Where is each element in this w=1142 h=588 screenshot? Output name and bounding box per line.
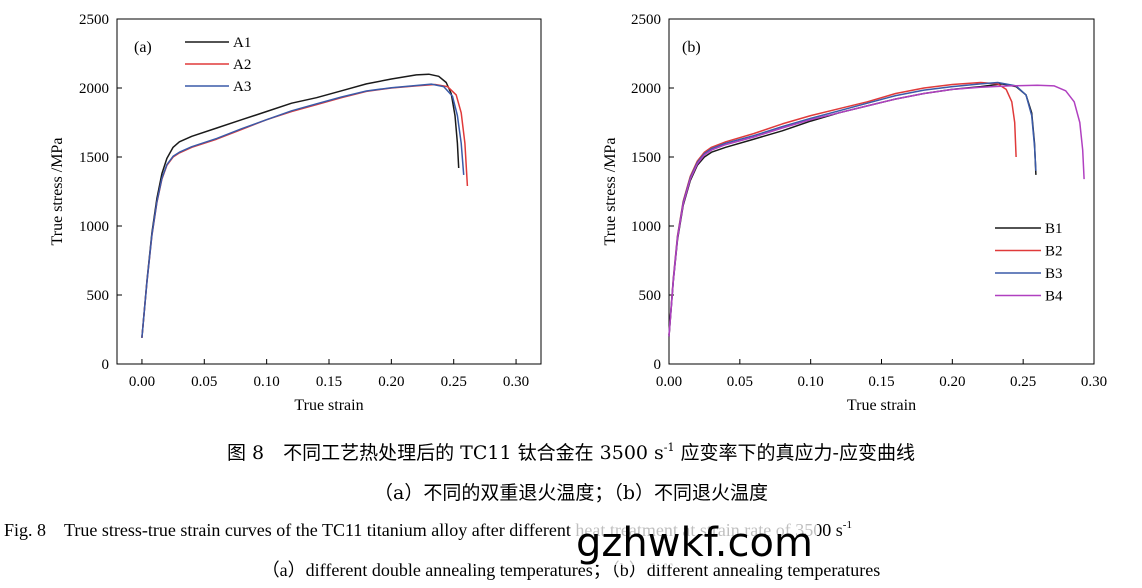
legend-label-b1: B1 [1045,221,1063,237]
caption-en-sup: -1 [842,519,852,531]
x-tick-label: 0.25 [1010,374,1036,390]
y-tick-label: 0 [102,357,110,373]
legend-label-a1: A1 [233,35,251,51]
x-tick-label: 0.30 [503,374,529,390]
y-axis-label: True stress /MPa [602,138,619,246]
watermark: gzhwkf.com [572,521,817,565]
caption-cn-title-end: 应变率下的真应力-应变曲线 [674,442,915,464]
y-tick-label: 2500 [79,12,109,28]
panel-label: (b) [682,39,701,56]
x-tick-label: 0.20 [939,374,965,390]
x-axis-label: True strain [847,397,916,414]
plot-frame-1 [668,18,1095,365]
series-line-a2 [141,83,469,338]
x-tick-label: 0.10 [254,374,280,390]
caption-cn-sup: -1 [663,441,675,454]
legend-label-a2: A2 [233,57,251,73]
y-tick-label: 1000 [631,219,661,235]
series-line-a1 [141,73,460,338]
caption-cn-title: 图 8 不同工艺热处理后的 TC11 钛合金在 3500 s [227,442,664,464]
x-tick-label: 0.00 [129,374,155,390]
x-tick-label: 0.20 [378,374,404,390]
figure-subcaption-cn: （a）不同的双重退火温度；（b）不同退火温度 [374,482,768,504]
figure-caption-cn: 图 8 不同工艺热处理后的 TC11 钛合金在 3500 s-1 应变率下的真应… [0,438,1142,465]
y-tick-label: 1000 [79,219,109,235]
x-axis-label: True strain [294,397,363,414]
y-tick-label: 0 [654,357,662,373]
series-line-b3 [668,81,1037,336]
y-tick-label: 500 [87,288,110,304]
x-tick-label: 0.05 [191,374,217,390]
panel-label: (a) [134,39,152,56]
series-line-b4 [668,84,1085,337]
x-tick-label: 0.25 [441,374,467,390]
plot-frame-0 [116,18,542,365]
y-tick-label: 500 [639,288,662,304]
y-tick-label: 2000 [631,81,661,97]
figure-subcaption-en: （a）different double annealing temperatur… [261,560,881,580]
x-tick-label: 0.15 [316,374,342,390]
legend-label-b3: B3 [1045,266,1063,282]
y-tick-label: 2500 [631,12,661,28]
y-axis-label: True stress /MPa [49,138,66,246]
x-tick-label: 0.15 [868,374,894,390]
figure-panels: 0.00 0.05 0.10 0.15 0.20 0.25 0.30 0 500 1000 1500… [49,12,1107,414]
series-line-a3 [141,83,465,338]
x-tick-label: 0.05 [727,374,753,390]
series-line-b1 [668,83,1037,337]
legend-label-b4: B4 [1045,289,1063,305]
x-tick-label: 0.00 [656,374,682,390]
series-line-b2 [668,81,1017,336]
legend-label-a3: A3 [233,79,251,95]
y-tick-label: 2000 [79,81,109,97]
x-tick-label: 0.30 [1081,374,1107,390]
legend-label-b2: B2 [1045,244,1063,260]
y-tick-label: 1500 [79,150,109,166]
y-tick-label: 1500 [631,150,661,166]
x-tick-label: 0.10 [798,374,824,390]
